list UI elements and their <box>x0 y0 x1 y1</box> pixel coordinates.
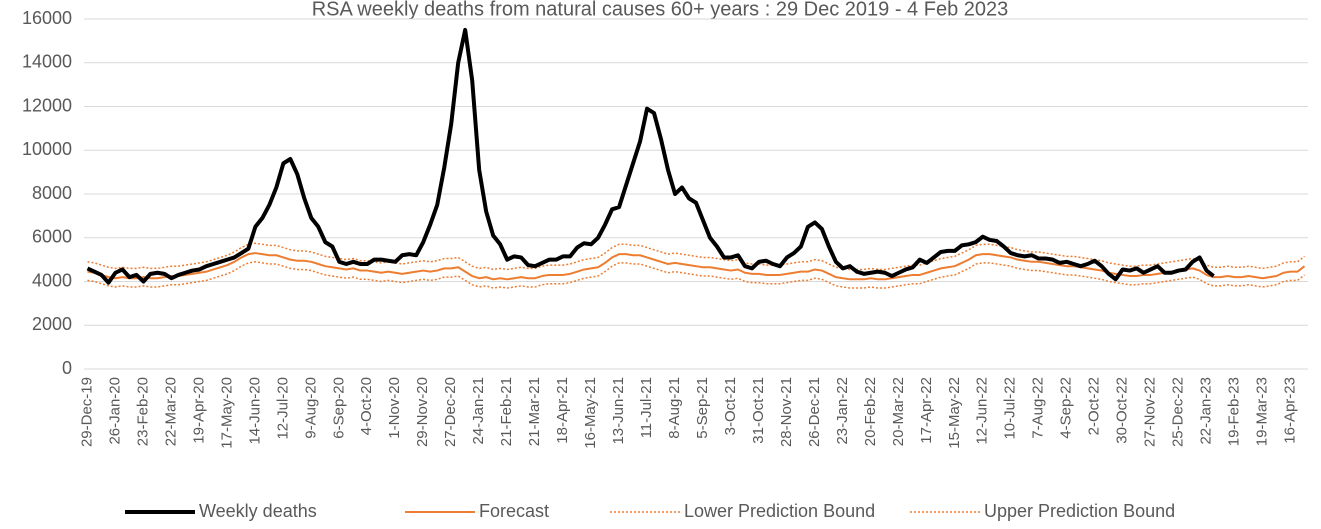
series-line <box>86 27 1215 285</box>
series-line <box>87 242 1305 271</box>
x-tick-label: 15-May-22 <box>946 377 963 449</box>
legend-item: Forecast <box>405 501 549 521</box>
y-tick-label: 14000 <box>22 52 72 72</box>
legend-label: Forecast <box>479 501 549 521</box>
series-line <box>87 261 1305 289</box>
x-tick-label: 3-Oct-21 <box>722 377 739 435</box>
y-tick-label: 6000 <box>32 227 72 247</box>
x-tick-label: 11-Jul-21 <box>638 377 655 438</box>
x-tick-label: 7-Aug-22 <box>1030 377 1047 439</box>
x-tick-label: 17-Apr-22 <box>918 377 935 444</box>
x-tick-label: 24-Jan-21 <box>470 377 487 445</box>
x-tick-label: 20-Feb-22 <box>862 377 879 446</box>
x-tick-label: 22-Mar-20 <box>162 377 179 446</box>
chart-title: RSA weekly deaths from natural causes 60… <box>312 0 1009 20</box>
x-tick-label: 10-Jul-22 <box>1002 377 1019 440</box>
x-tick-label: 12-Jun-22 <box>974 377 991 445</box>
x-tick-label: 16-May-21 <box>582 377 599 449</box>
y-tick-label: 4000 <box>32 270 72 290</box>
x-tick-label: 9-Aug-20 <box>302 377 319 439</box>
x-tick-label: 20-Mar-22 <box>890 377 907 446</box>
y-tick-label: 2000 <box>32 314 72 334</box>
legend-label: Weekly deaths <box>199 501 317 521</box>
y-tick-label: 12000 <box>22 95 72 115</box>
x-tick-label: 22-Jan-23 <box>1198 377 1215 445</box>
legend-label: Upper Prediction Bound <box>984 501 1175 521</box>
x-tick-label: 25-Dec-22 <box>1170 377 1187 447</box>
y-tick-label: 10000 <box>22 139 72 159</box>
x-tick-label: 28-Nov-21 <box>778 377 795 447</box>
x-tick-label: 21-Feb-21 <box>498 377 515 446</box>
x-tick-label: 16-Apr-23 <box>1281 377 1298 444</box>
x-tick-label: 14-Jun-20 <box>246 377 263 445</box>
x-tick-label: 19-Feb-23 <box>1226 377 1243 446</box>
y-tick-label: 16000 <box>22 8 72 28</box>
legend-label: Lower Prediction Bound <box>684 501 875 521</box>
x-tick-label: 4-Oct-20 <box>358 377 375 435</box>
x-tick-label: 8-Aug-21 <box>666 377 683 439</box>
x-tick-label: 26-Dec-21 <box>806 377 823 447</box>
x-tick-label: 26-Jan-20 <box>106 377 123 445</box>
series-line <box>87 252 1306 281</box>
y-tick-label: 8000 <box>32 183 72 203</box>
x-tick-label: 12-Jul-20 <box>274 377 291 440</box>
x-tick-label: 29-Nov-20 <box>414 377 431 447</box>
x-tick-label: 31-Oct-21 <box>750 377 767 444</box>
x-tick-label: 2-Oct-22 <box>1086 377 1103 435</box>
x-tick-label: 29-Dec-19 <box>78 377 95 447</box>
legend-item: Weekly deaths <box>125 501 317 521</box>
x-tick-label: 23-Jan-22 <box>834 377 851 445</box>
legend-item: Lower Prediction Bound <box>610 501 875 521</box>
x-tick-label: 13-Jun-21 <box>610 377 627 445</box>
x-tick-label: 5-Sep-21 <box>694 377 711 439</box>
legend-item: Upper Prediction Bound <box>910 501 1175 521</box>
x-tick-label: 19-Mar-23 <box>1254 377 1271 446</box>
x-tick-label: 4-Sep-22 <box>1058 377 1075 439</box>
x-tick-label: 18-Apr-21 <box>554 377 571 444</box>
x-tick-label: 30-Oct-22 <box>1114 377 1131 444</box>
x-tick-label: 27-Nov-22 <box>1142 377 1159 447</box>
x-tick-label: 6-Sep-20 <box>330 377 347 439</box>
x-tick-label: 21-Mar-21 <box>526 377 543 446</box>
x-tick-label: 17-May-20 <box>218 377 235 449</box>
x-tick-label: 23-Feb-20 <box>134 377 151 446</box>
x-tick-label: 1-Nov-20 <box>386 377 403 439</box>
x-tick-label: 27-Dec-20 <box>442 377 459 447</box>
x-tick-label: 19-Apr-20 <box>190 377 207 444</box>
y-tick-label: 0 <box>62 358 72 378</box>
